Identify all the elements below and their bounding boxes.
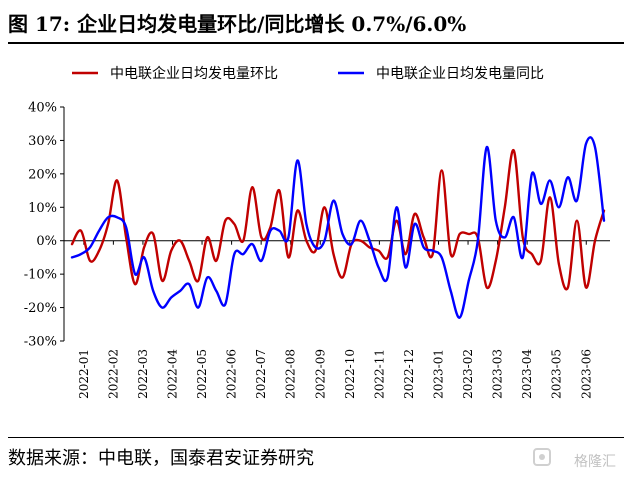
x-tick-label: 2023-01 xyxy=(431,349,445,399)
legend-label-mom: 中电联企业日均发电量环比 xyxy=(110,65,278,82)
figure-title: 图 17: 企业日均发电量环比/同比增长 0.7%/6.0% xyxy=(8,12,467,36)
x-tick-label: 2022-05 xyxy=(195,349,209,399)
x-tick-label: 2023-05 xyxy=(550,349,564,399)
x-tick-label: 2022-12 xyxy=(402,349,416,399)
legend: 中电联企业日均发电量环比 中电联企业日均发电量同比 xyxy=(72,65,544,82)
title-rule xyxy=(8,42,624,44)
series-line-mom xyxy=(70,149,606,291)
source-note: 数据来源：中电联，国泰君安证券研究 xyxy=(8,448,314,469)
x-tick-label: 2023-04 xyxy=(520,349,534,399)
watermark-icon xyxy=(533,448,551,466)
x-tick-label: 2022-01 xyxy=(77,349,91,399)
y-tick-label: 40% xyxy=(28,101,57,116)
watermark-text: 格隆汇 xyxy=(574,454,616,470)
x-tick-label: 2022-10 xyxy=(343,349,357,399)
x-tick-label: 2022-07 xyxy=(254,349,268,399)
y-tick-label: -20% xyxy=(24,301,57,316)
y-tick-label: 10% xyxy=(28,201,57,216)
watermark-logo: 格隆汇 xyxy=(532,440,618,474)
axes xyxy=(63,107,610,341)
y-tick-label: -30% xyxy=(24,335,57,350)
x-tick-label: 2023-03 xyxy=(491,349,505,399)
x-tick-label: 2022-08 xyxy=(284,349,298,399)
y-tick-label: -10% xyxy=(24,268,57,283)
x-tick-label: 2022-11 xyxy=(372,349,386,399)
x-tick-label: 2022-02 xyxy=(106,349,120,399)
x-tick-label: 2022-03 xyxy=(136,349,150,399)
source-rule xyxy=(8,437,624,438)
y-tick-label: 20% xyxy=(28,167,57,182)
legend-label-yoy: 中电联企业日均发电量同比 xyxy=(376,65,544,82)
series-layer xyxy=(70,136,606,319)
x-tick-label: 2022-09 xyxy=(313,349,327,399)
y-tick-label: 30% xyxy=(28,134,57,149)
x-tick-label: 2022-04 xyxy=(165,349,179,399)
y-axis-ticks: 40% 30% 20% 10% 0% -10% -20% -30% xyxy=(24,101,64,350)
x-tick-label: 2022-06 xyxy=(225,349,239,399)
x-axis-ticks: 2022-01 2022-02 2022-03 2022-04 2022-05 2022-… xyxy=(77,240,593,399)
x-tick-label: 2023-02 xyxy=(461,349,475,399)
series-line-yoy xyxy=(70,136,606,319)
y-tick-label: 0% xyxy=(36,234,57,249)
x-tick-label: 2023-06 xyxy=(579,349,593,399)
